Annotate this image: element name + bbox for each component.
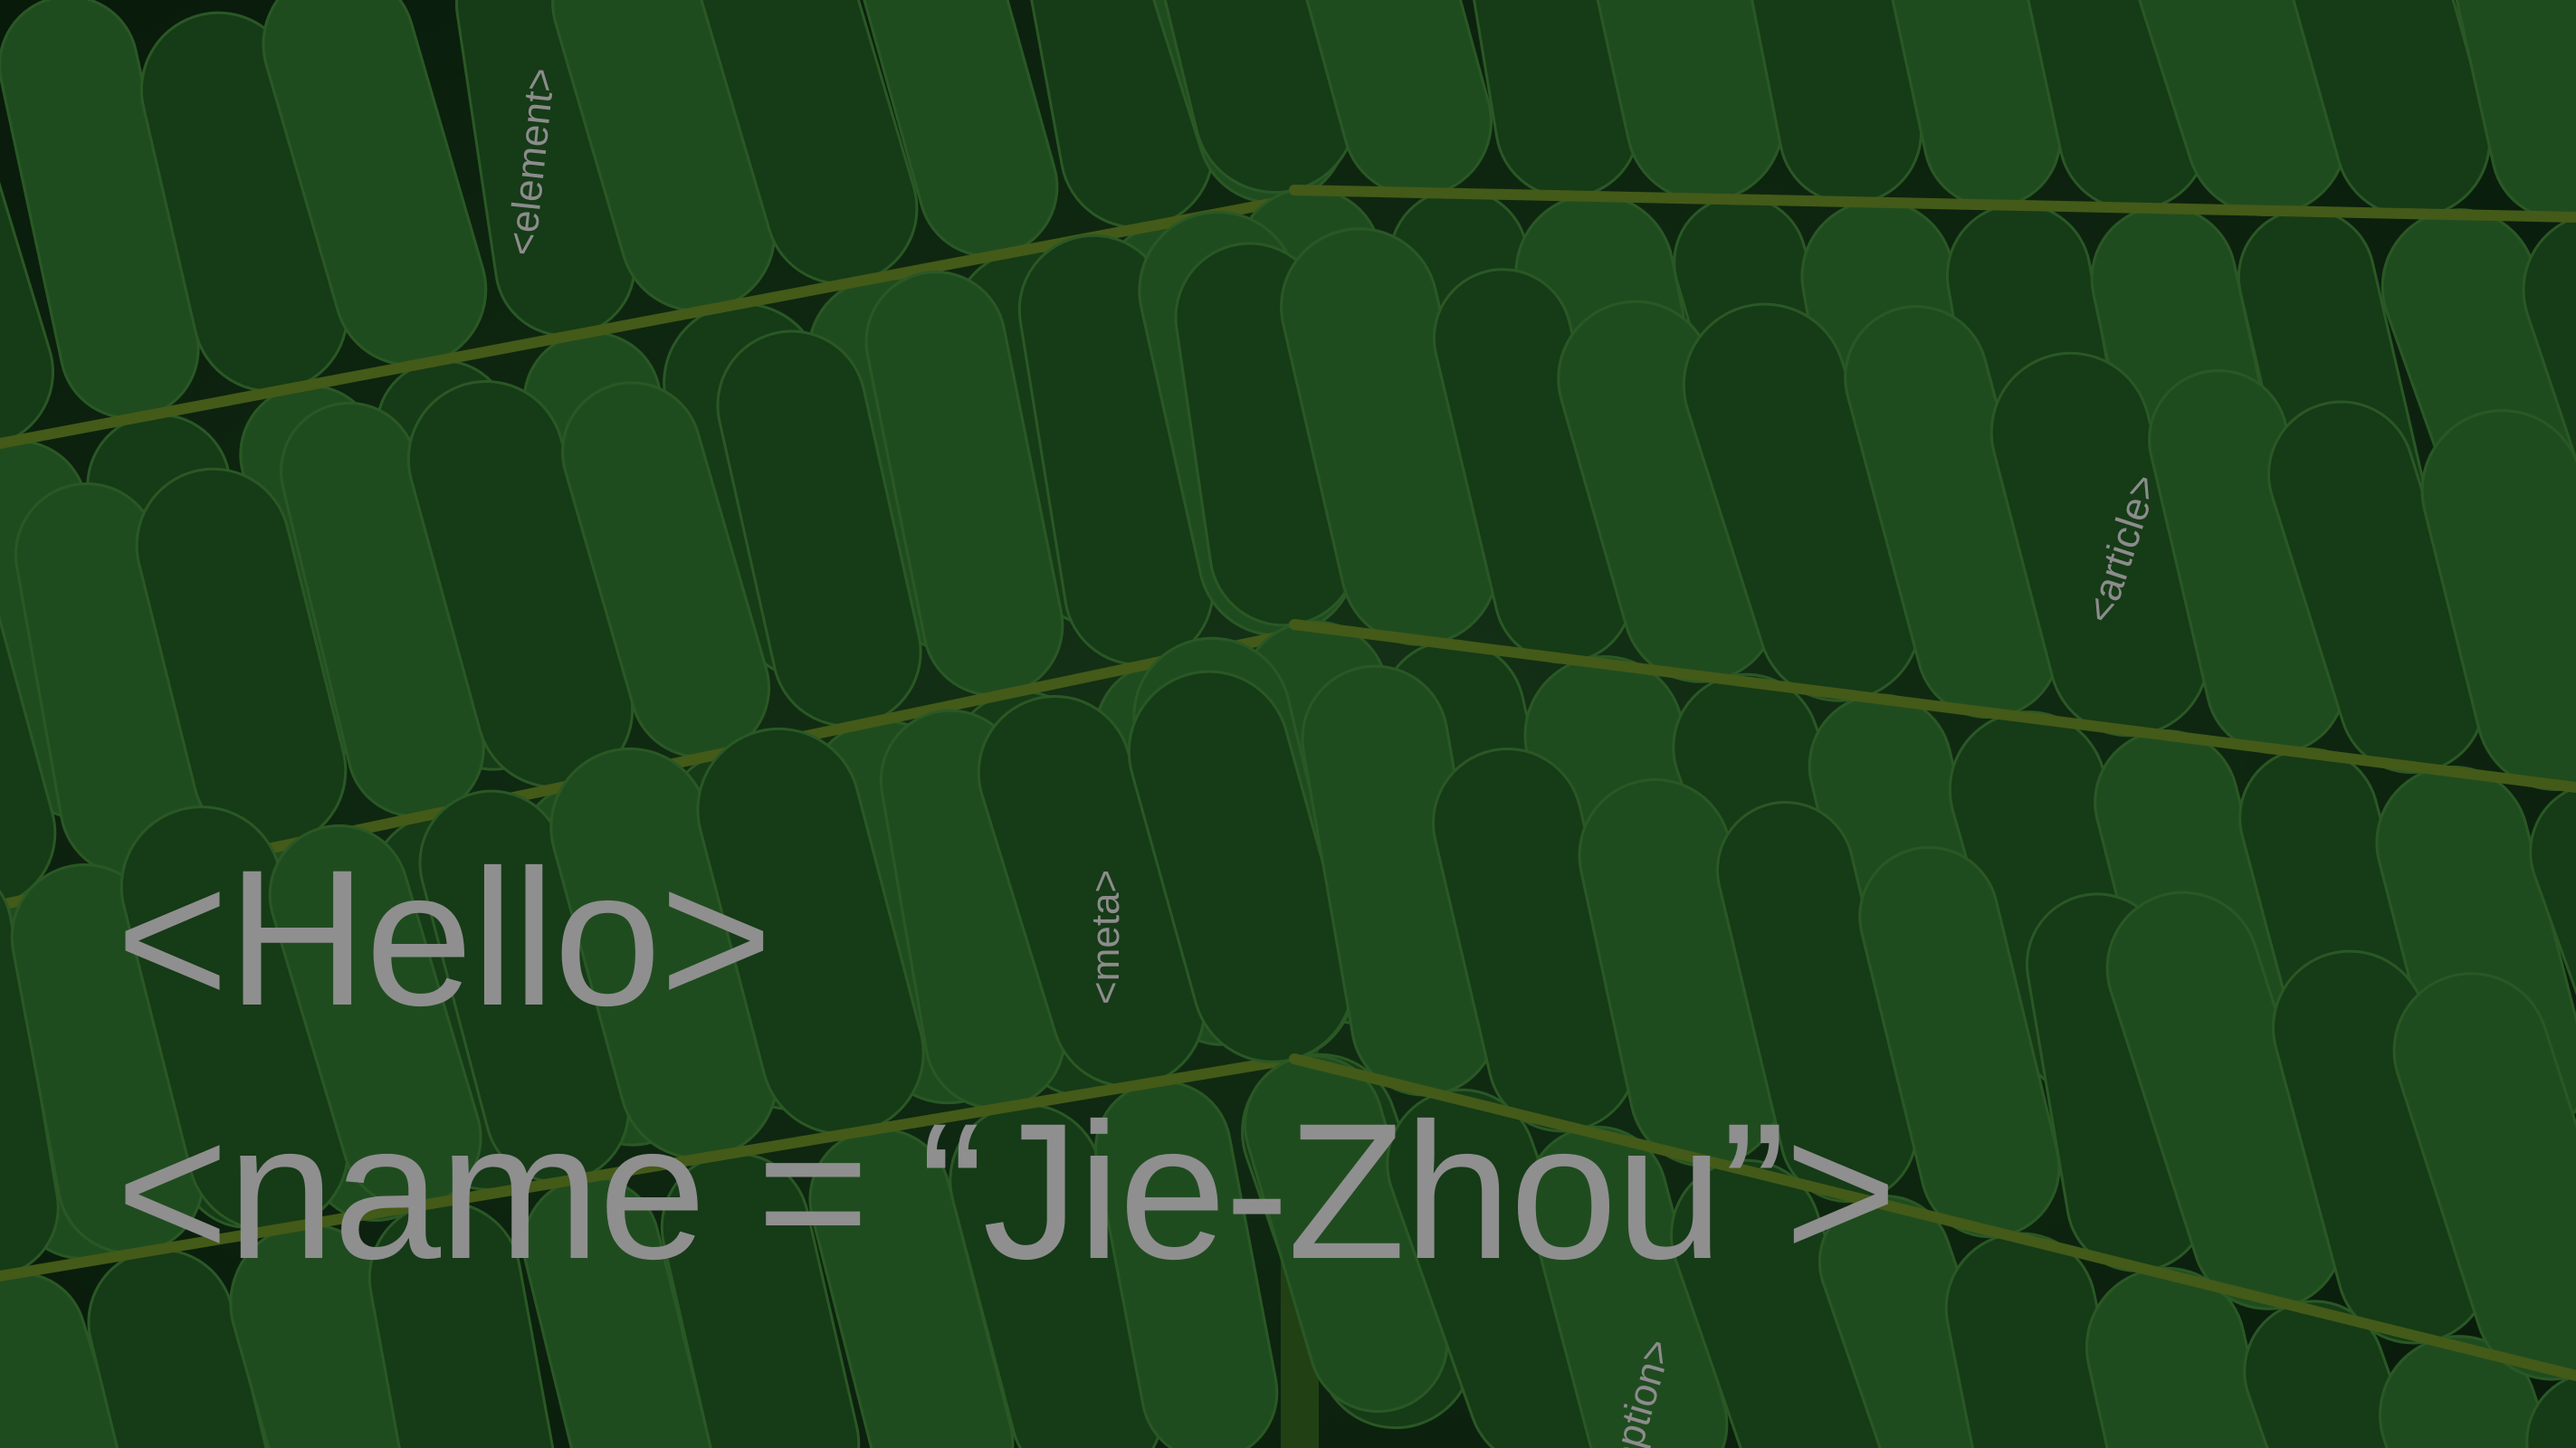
fern-leaflet: [2392, 972, 2576, 1381]
fern-branch-stem: [1289, 619, 2576, 793]
fern-branch: [1127, 664, 2576, 1448]
fern-leaflet: [2420, 409, 2576, 792]
fern-leaflet: [0, 531, 57, 910]
fern-branch-stem: [0, 1053, 1300, 1281]
hero-hello-text: <Hello>: [116, 830, 773, 1046]
fern-leaflet: [0, 45, 54, 449]
floating-tag-meta: <meta>: [1083, 869, 1128, 1005]
fern-branch-stem: [1289, 1053, 2576, 1381]
fern-leaflet: [2522, 212, 2576, 610]
fern-branch-stem: [1289, 185, 2576, 223]
hero-name-text: <name = “Jie-Zhou”>: [116, 1083, 1897, 1300]
